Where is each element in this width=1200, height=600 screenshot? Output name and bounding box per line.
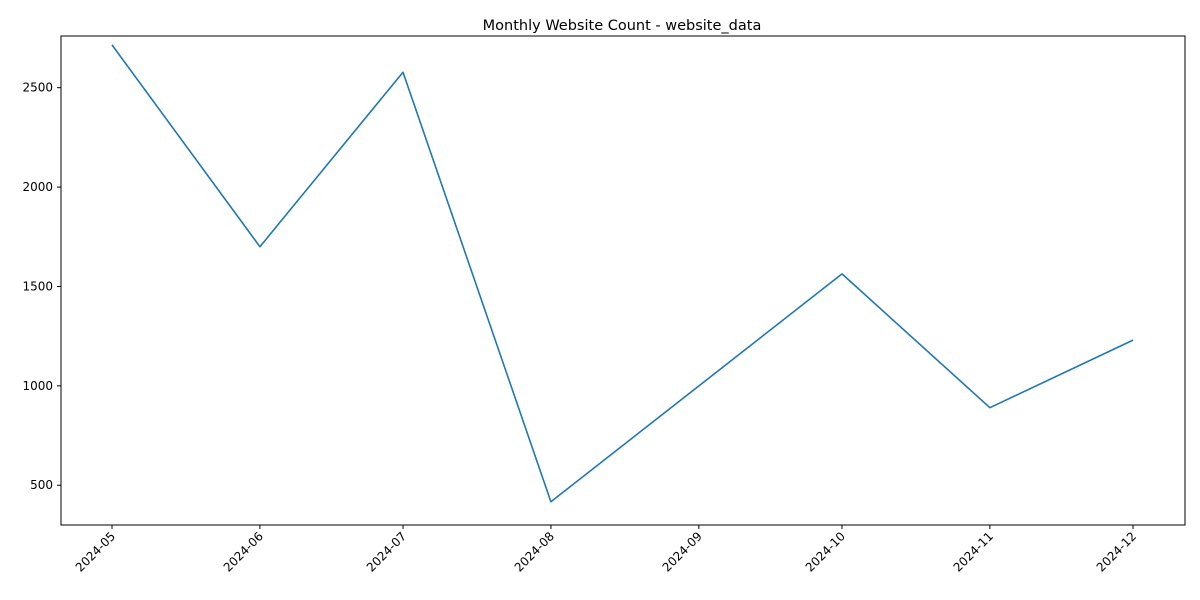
x-axis: 2024-05 2024-06 2024-07 2024-08 2024-09 2024-…: [73, 525, 1139, 575]
x-tick-label: 2024-08: [512, 529, 557, 574]
x-tick-label: 2024-07: [364, 529, 409, 574]
x-tick-label: 2024-12: [1094, 529, 1139, 574]
y-tick-label: 2000: [22, 180, 53, 194]
x-tick-label: 2024-06: [221, 529, 266, 574]
series-layer: [111, 44, 1134, 503]
y-tick-label: 1500: [22, 279, 53, 293]
y-tick-label: 1000: [22, 379, 53, 393]
y-axis: 500 1000 1500 2000 2500: [22, 81, 61, 492]
x-tick-label: 2024-10: [803, 529, 848, 574]
y-tick-label: 2500: [22, 81, 53, 95]
plot-area-frame: [60, 35, 1186, 526]
y-tick-label: 500: [30, 478, 53, 492]
x-tick-label: 2024-11: [951, 529, 996, 574]
x-tick-label: 2024-05: [73, 529, 118, 574]
series-line: [111, 44, 1134, 503]
chart-title: Monthly Website Count - website_data: [483, 18, 762, 34]
x-tick-label: 2024-09: [660, 529, 705, 574]
